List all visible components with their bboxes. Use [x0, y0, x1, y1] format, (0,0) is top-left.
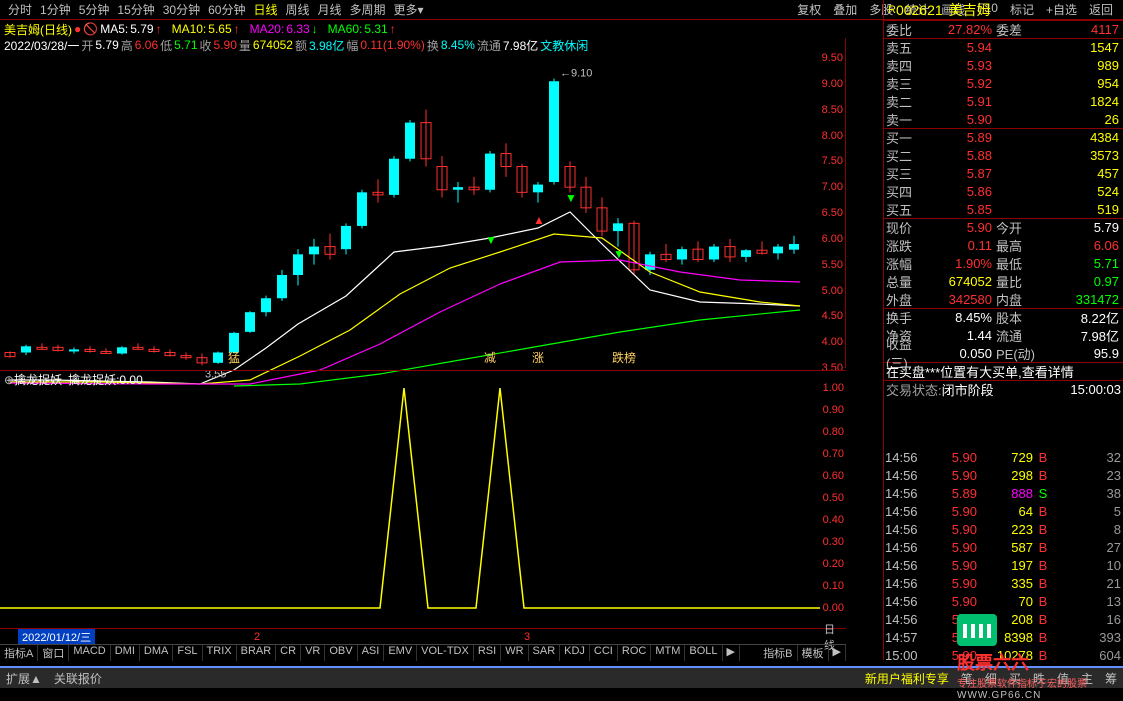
timeframe-2[interactable]: 5分钟	[75, 1, 114, 18]
ind-tab-BRAR[interactable]: BRAR	[237, 645, 277, 661]
ind-tab-指标A[interactable]: 指标A	[0, 645, 38, 661]
ind-tab-MTM[interactable]: MTM	[651, 645, 685, 661]
candlestick-chart[interactable]: ←9.103.55▲▲▼▲▼▼ 3.504.004.505.005.506.00…	[0, 38, 846, 368]
indicator-tabbar: 指标A窗口MACDDMIDMAFSLTRIXBRARCRVROBVASIEMVV…	[0, 644, 846, 660]
tick-row: 14:565.9070B13	[883, 592, 1123, 610]
ind-tab-OBV[interactable]: OBV	[325, 645, 357, 661]
ind-tab-窗口[interactable]: 窗口	[38, 645, 69, 661]
ind-tabr-0[interactable]: 指标B	[759, 645, 797, 661]
watermark: 股票六六 专注股票软件指标于宏的股票 WWW.GP66.CN	[957, 614, 1117, 664]
timeframe-1[interactable]: 1分钟	[36, 1, 75, 18]
ind-tab-VR[interactable]: VR	[301, 645, 325, 661]
stock-code: 002621	[896, 2, 943, 18]
tick-row: 14:565.90197B10	[883, 556, 1123, 574]
alert-text[interactable]: 在买盘***位置有大买单,查看详情	[886, 362, 1121, 381]
indicator-title-bar: ⊕ 擒龙捉妖 擒龙捉妖: 0.00	[0, 370, 846, 388]
svg-text:▼: ▼	[565, 191, 577, 205]
tick-row: 14:565.90587B27	[883, 538, 1123, 556]
ind-tab-MACD[interactable]: MACD	[69, 645, 110, 661]
topmenu-1[interactable]: 叠加	[827, 1, 863, 18]
ind-tab-TRIX[interactable]: TRIX	[203, 645, 237, 661]
svg-text:←9.10: ←9.10	[560, 68, 592, 80]
ind-tab-ROC[interactable]: ROC	[618, 645, 651, 661]
ind-tab-FSL[interactable]: FSL	[173, 645, 202, 661]
ind-tab-DMI[interactable]: DMI	[111, 645, 140, 661]
timeframe-8[interactable]: 月线	[314, 1, 346, 18]
stock-name-right: 美吉姆	[949, 0, 991, 20]
date-axis: 2022/01/12/三23日线	[0, 628, 846, 644]
tick-row: 14:565.89888S38	[883, 484, 1123, 502]
ind-tab-BOLL[interactable]: BOLL	[685, 645, 722, 661]
stock-name: 美吉姆(日线)	[4, 21, 72, 38]
timeframe-6[interactable]: 日线	[249, 1, 281, 18]
indicator-chart[interactable]: 0.000.100.200.300.400.500.600.700.800.90…	[0, 388, 846, 626]
bottom-r-0[interactable]: 新用户福利专享	[859, 670, 955, 687]
tick-row: 14:565.90729B32	[883, 448, 1123, 466]
svg-text:▼: ▼	[485, 233, 497, 247]
tick-row: 14:565.90298B23	[883, 466, 1123, 484]
status-bar: 扩展▲关联报价 新用户福利专享笔细买昳值主筹	[0, 666, 1123, 688]
ind-tab-KDJ[interactable]: KDJ	[560, 645, 590, 661]
ind-tab-SAR[interactable]: SAR	[529, 645, 561, 661]
ind-tabr-2[interactable]: ▶	[829, 645, 846, 661]
bottom-关联报价[interactable]: 关联报价	[48, 670, 108, 687]
tick-row: 14:565.9064B5	[883, 502, 1123, 520]
timeframe-0[interactable]: 分时	[4, 1, 36, 18]
code-prefix: R	[888, 4, 896, 16]
ind-tab-VOL-TDX[interactable]: VOL-TDX	[417, 645, 474, 661]
ind-tabr-1[interactable]: 模板	[798, 645, 829, 661]
ind-tab-WR[interactable]: WR	[501, 645, 528, 661]
ind-tab-RSI[interactable]: RSI	[474, 645, 501, 661]
ind-tab-CCI[interactable]: CCI	[590, 645, 618, 661]
svg-text:▼: ▼	[613, 247, 625, 261]
topmenu-0[interactable]: 复权	[791, 1, 827, 18]
ind-tab-▶[interactable]: ▶	[723, 645, 740, 661]
ind-tab-CR[interactable]: CR	[276, 645, 301, 661]
timeframe-9[interactable]: 多周期	[346, 1, 390, 18]
tick-row: 14:565.90223B8	[883, 520, 1123, 538]
ind-tab-DMA[interactable]: DMA	[140, 645, 173, 661]
logo-icon	[957, 614, 997, 646]
ind-tab-ASI[interactable]: ASI	[358, 645, 385, 661]
timeframe-3[interactable]: 15分钟	[113, 1, 158, 18]
bottom-扩展▲[interactable]: 扩展▲	[0, 670, 48, 687]
svg-text:▲: ▲	[533, 213, 545, 227]
tick-row: 14:565.90335B21	[883, 574, 1123, 592]
timeframe-10[interactable]: 更多▾	[390, 1, 428, 18]
timeframe-7[interactable]: 周线	[281, 1, 313, 18]
timeframe-5[interactable]: 60分钟	[204, 1, 249, 18]
ind-tab-EMV[interactable]: EMV	[384, 645, 417, 661]
timeframe-4[interactable]: 30分钟	[159, 1, 204, 18]
